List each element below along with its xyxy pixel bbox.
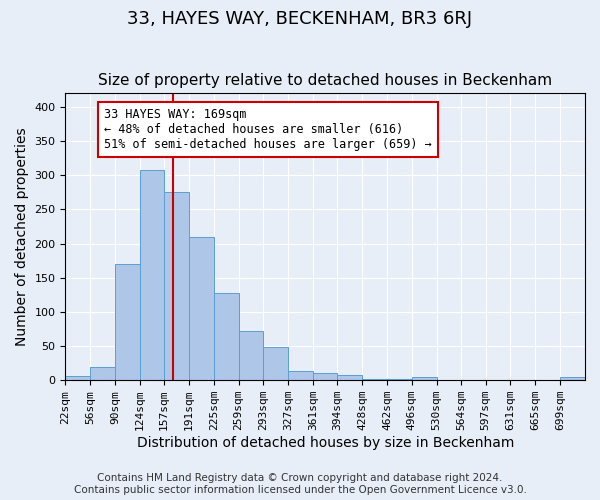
Bar	[65, 376, 90, 380]
X-axis label: Distribution of detached houses by size in Beckenham: Distribution of detached houses by size …	[137, 436, 514, 450]
Y-axis label: Number of detached properties: Number of detached properties	[15, 128, 29, 346]
Bar	[560, 377, 585, 380]
Bar	[263, 348, 288, 380]
Text: 33 HAYES WAY: 169sqm
← 48% of detached houses are smaller (616)
51% of semi-deta: 33 HAYES WAY: 169sqm ← 48% of detached h…	[104, 108, 432, 152]
Text: 33, HAYES WAY, BECKENHAM, BR3 6RJ: 33, HAYES WAY, BECKENHAM, BR3 6RJ	[127, 10, 473, 28]
Bar	[362, 379, 387, 380]
Bar	[90, 366, 115, 380]
Bar	[288, 372, 313, 380]
Bar	[313, 372, 337, 380]
Bar	[140, 170, 164, 380]
Bar	[337, 376, 362, 380]
Bar	[239, 331, 263, 380]
Text: Contains HM Land Registry data © Crown copyright and database right 2024.
Contai: Contains HM Land Registry data © Crown c…	[74, 474, 526, 495]
Bar	[214, 294, 239, 380]
Bar	[115, 264, 140, 380]
Bar	[387, 379, 412, 380]
Bar	[412, 377, 437, 380]
Bar	[164, 192, 189, 380]
Title: Size of property relative to detached houses in Beckenham: Size of property relative to detached ho…	[98, 73, 552, 88]
Bar	[189, 237, 214, 380]
